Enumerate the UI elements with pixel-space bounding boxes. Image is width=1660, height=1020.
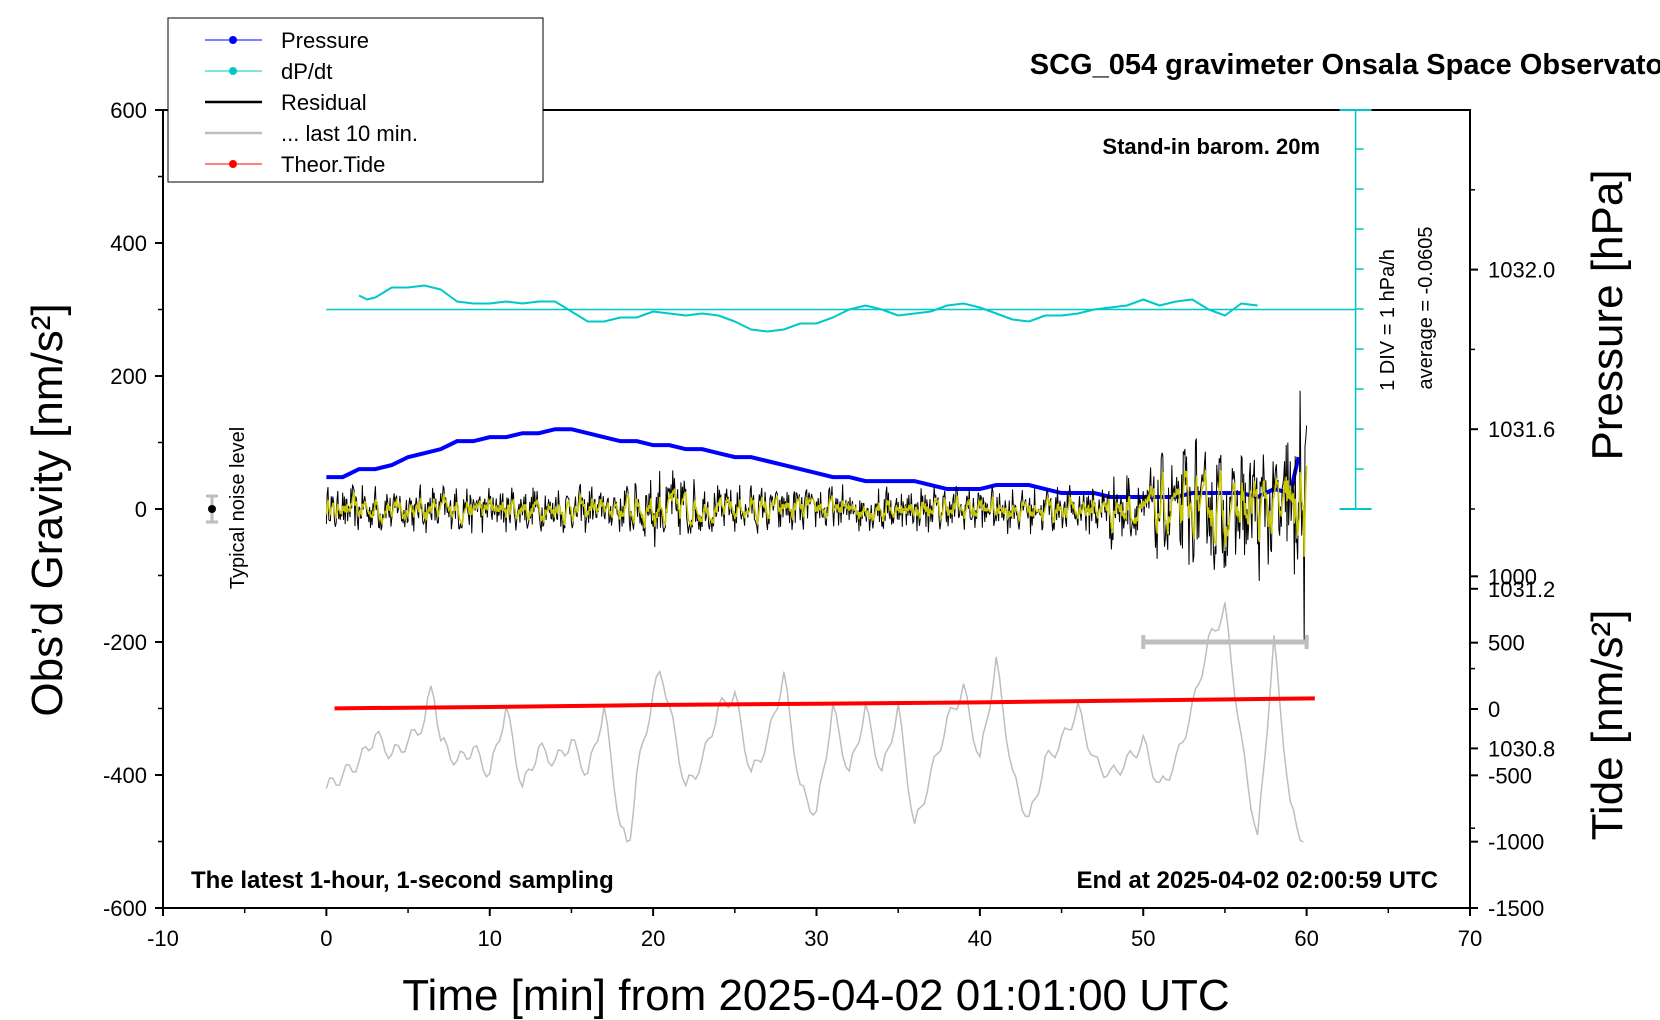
y-tick-label-2: -200 — [103, 630, 147, 655]
tide-tick-label-4: 500 — [1488, 631, 1525, 656]
latest-hour-note: The latest 1-hour, 1-second sampling — [191, 867, 614, 894]
tide-tick-label-1: -1000 — [1488, 830, 1544, 855]
legend-dot-1 — [229, 67, 237, 75]
pressure-axis-ticks: 1030.8 1031.2 1031.6 1032.0 — [1470, 189, 1555, 829]
x-tick-label-7: 60 — [1294, 926, 1318, 951]
series-pressure — [326, 427, 1301, 500]
y-tick-label-3: 0 — [135, 497, 147, 522]
y-tick-label-4: 200 — [110, 364, 147, 389]
legend-label-2: Residual — [281, 90, 367, 115]
pressure-tick-label-1: 1031.2 — [1488, 577, 1555, 602]
x-axis-ticks: -10 0 10 20 30 40 50 60 70 — [147, 908, 1482, 951]
pressure-line — [326, 427, 1301, 500]
residual-line — [325, 390, 1308, 645]
last10-line — [325, 602, 1304, 843]
tide-line — [334, 696, 1315, 711]
x-tick-label-5: 40 — [968, 926, 992, 951]
legend-box — [167, 17, 544, 183]
tide-tick-label-5: 1000 — [1488, 564, 1537, 589]
noise-error-bar — [206, 494, 218, 524]
scale-div-note: 1 DIV = 1 hPa/h — [1377, 249, 1399, 391]
x-tick-label-1: 0 — [320, 926, 332, 951]
legend-dot-0 — [229, 36, 237, 44]
y-axis-label: Obs’d Gravity [nm/s²] — [23, 303, 72, 716]
dpdt-line — [358, 284, 1258, 333]
y-tick-label-5: 400 — [110, 231, 147, 256]
legend-label-3: ... last 10 min. — [281, 121, 418, 146]
chart-title: SCG_054 gravimeter Onsala Space Observat… — [1030, 49, 1660, 81]
average-note: average = -0.0605 — [1415, 227, 1437, 390]
tide-axis-ticks: -1500 -1000 -500 0 500 1000 — [1470, 564, 1544, 921]
legend-label-1: dP/dt — [281, 59, 332, 84]
series-layer — [325, 284, 1356, 843]
y-tick-label-0: -600 — [103, 896, 147, 921]
series--last-10-min- — [325, 602, 1309, 843]
pressure-axis-label: Pressure [hPa] — [1583, 169, 1632, 460]
series-dp-dt — [326, 284, 1356, 333]
legend-label-4: Theor.Tide — [281, 152, 385, 177]
noise-bar-dot — [208, 505, 216, 513]
pressure-tick-label-0: 1030.8 — [1488, 736, 1555, 761]
pressure-tick-label-2: 1031.6 — [1488, 417, 1555, 442]
legend-label-0: Pressure — [281, 28, 369, 53]
end-time-note: End at 2025-04-02 02:00:59 UTC — [1077, 867, 1439, 894]
x-tick-label-3: 20 — [641, 926, 665, 951]
x-tick-label-4: 30 — [804, 926, 828, 951]
x-tick-label-0: -10 — [147, 926, 179, 951]
legend-dot-4 — [229, 160, 237, 168]
series-theor-tide — [334, 696, 1315, 711]
tide-tick-label-0: -1500 — [1488, 896, 1544, 921]
x-axis-label: Time [min] from 2025-04-02 01:01:00 UTC — [402, 971, 1229, 1020]
barometer-note: Stand-in barom. 20m — [1102, 134, 1320, 159]
y-axis-ticks: -600 -400 -200 0 200 400 600 — [103, 98, 163, 921]
pressure-tick-label-3: 1032.0 — [1488, 258, 1555, 283]
tide-tick-label-2: -500 — [1488, 763, 1532, 788]
dpdt-scale-bar — [1339, 109, 1372, 510]
residual-smoothed-line — [325, 465, 1308, 557]
x-tick-label-2: 10 — [478, 926, 502, 951]
x-tick-label-6: 50 — [1131, 926, 1155, 951]
y-tick-label-6: 600 — [110, 98, 147, 123]
legend: Pressure dP/dt Residual ... last 10 min. The… — [167, 17, 544, 183]
tide-axis-label: Tide [nm/s²] — [1583, 610, 1632, 841]
series-residual — [325, 390, 1308, 645]
noise-note: Typical noise level — [227, 427, 249, 589]
x-tick-label-8: 70 — [1458, 926, 1482, 951]
tide-tick-label-3: 0 — [1488, 697, 1500, 722]
y-tick-label-1: -400 — [103, 763, 147, 788]
